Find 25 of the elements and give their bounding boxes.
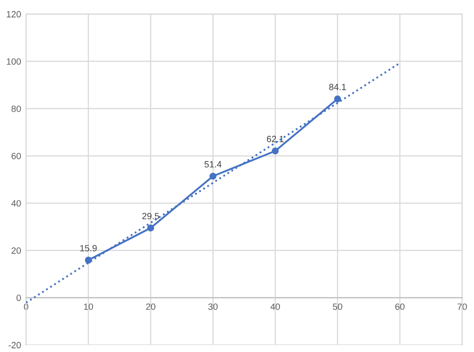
x-tick-label: 30	[208, 303, 218, 310]
y-tick-label: 60	[12, 152, 21, 160]
point	[84, 256, 92, 264]
y-tick-label: 120	[6, 11, 21, 18]
x-tick-label: 70	[458, 303, 467, 310]
data-label: 84.1	[329, 84, 346, 90]
y-tick-label: -20	[8, 342, 21, 348]
point	[334, 95, 342, 102]
point	[147, 224, 154, 232]
x-tick-label: 50	[332, 303, 342, 310]
point	[209, 172, 216, 180]
y-tick-label: 100	[6, 58, 21, 65]
y-tick-label: 20	[12, 247, 21, 254]
data-label: 15.9	[80, 244, 97, 252]
x-tick-label: 60	[395, 303, 405, 310]
x-tick-label: 20	[146, 303, 156, 310]
y-tick-label: 0	[16, 294, 21, 302]
data-label: 62.1	[266, 136, 284, 142]
x-tick-label: 10	[84, 303, 94, 310]
point	[272, 147, 279, 154]
y-tick-label: 40	[11, 200, 21, 207]
data-label: 51.4	[204, 161, 222, 168]
y-tick-label: 80	[12, 106, 21, 112]
data-label: 29.5	[142, 212, 160, 220]
x-tick-label: 40	[270, 303, 280, 310]
